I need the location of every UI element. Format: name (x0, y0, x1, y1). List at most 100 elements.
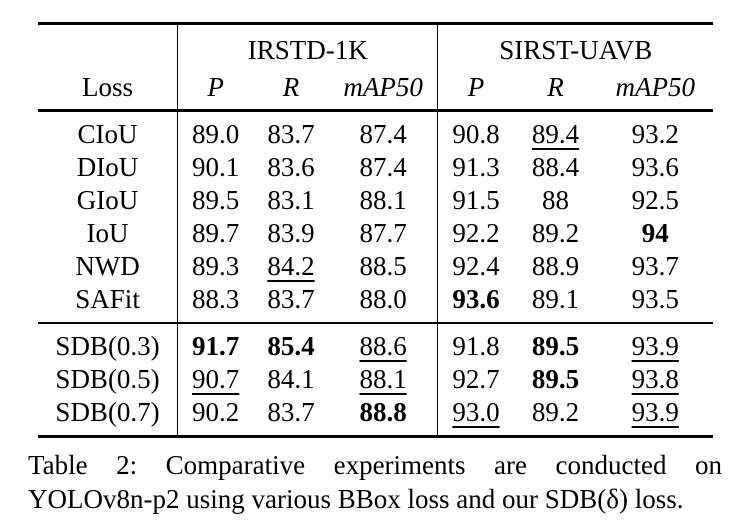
value-text: 93.7 (631, 251, 679, 281)
table-row: DIoU 90.1 83.6 87.4 91.3 88.4 93.6 (38, 151, 713, 184)
value-cell: 93.9 (597, 396, 713, 438)
value-text: 93.2 (631, 119, 679, 149)
loss-name-cell: DIoU (76, 152, 139, 182)
value-text: 90.8 (452, 119, 500, 149)
value-cell: 87.4 (328, 109, 438, 151)
value-text: 89.2 (531, 218, 580, 248)
value-text: 88.8 (359, 397, 407, 427)
value-text: 88 (542, 185, 569, 215)
value-text: 89.5 (192, 185, 240, 215)
value-cell: 88.8 (328, 396, 438, 438)
value-cell: 83.9 (253, 217, 329, 250)
value-cell: 89.2 (514, 217, 598, 250)
value-cell: 89.5 (514, 363, 598, 396)
caption-line-2: YOLOv8n-p2 using various BBox loss and o… (28, 484, 684, 514)
value-cell: 88.6 (328, 322, 438, 363)
table-row: SDB(0.5) 90.7 84.1 88.1 92.7 89.5 93.8 (38, 363, 713, 396)
loss-name-cell: SDB(0.3) (38, 322, 178, 363)
table-caption: Table 2: Comparative experiments are con… (28, 448, 722, 516)
value-cell: 84.2 (253, 250, 329, 283)
value-cell: 88.9 (514, 250, 598, 283)
value-text: 83.7 (267, 119, 315, 149)
loss-name-cell: CIoU (38, 109, 178, 151)
value-text: 88.6 (359, 331, 407, 361)
value-cell: 89.5 (513, 322, 598, 363)
value-cell: 90.7 (177, 363, 254, 396)
value-text: 93.9 (631, 397, 679, 427)
value-cell: 88.0 (329, 283, 438, 323)
value-cell: 88.5 (329, 250, 438, 283)
value-cell: 83.7 (253, 109, 329, 151)
table-body: CIoU 89.0 83.7 87.4 90.8 89.4 93.2 DIoU 90.1 83.6… (38, 109, 713, 438)
value-text: 93.9 (631, 331, 679, 361)
value-text: 83.7 (267, 397, 315, 427)
value-text: 85.4 (267, 331, 315, 361)
value-cell: 93.9 (597, 322, 713, 363)
value-cell: 90.8 (437, 109, 514, 151)
value-cell: 83.1 (253, 184, 329, 217)
value-text: 91.7 (192, 331, 240, 361)
value-text: 93.6 (631, 152, 679, 182)
value-cell: 88.3 (177, 283, 254, 323)
value-cell: 83.7 (253, 283, 329, 323)
value-cell: 93.6 (437, 283, 514, 323)
loss-name-cell: IoU (86, 218, 129, 248)
value-cell: 94 (597, 217, 713, 250)
value-text: 93.5 (631, 284, 679, 314)
column-header-r: R (282, 71, 300, 102)
value-text: 89.3 (192, 251, 240, 281)
value-text: 90.7 (192, 364, 240, 394)
value-text: 89.5 (531, 331, 580, 361)
value-cell: 91.8 (437, 322, 514, 363)
column-header-loss: Loss (82, 71, 134, 102)
value-text: 92.4 (452, 251, 500, 281)
value-text: 87.7 (359, 218, 407, 248)
caption-line-1: Table 2: Comparative experiments are con… (28, 450, 722, 480)
value-text: 89.7 (192, 218, 240, 248)
value-cell: 91.5 (437, 184, 514, 217)
value-cell: 93.8 (597, 363, 713, 396)
value-cell: 92.4 (437, 250, 514, 283)
value-text: 92.2 (452, 218, 500, 248)
loss-name-cell: SAFit (75, 284, 140, 314)
value-text: 93.6 (452, 284, 500, 314)
value-cell: 88.4 (514, 151, 598, 184)
value-cell: 93.2 (597, 109, 713, 151)
value-cell: 92.5 (597, 184, 713, 217)
value-text: 83.7 (267, 284, 315, 314)
value-text: 91.5 (452, 185, 500, 215)
value-cell: 90.2 (177, 396, 254, 438)
value-cell: 88.1 (329, 363, 438, 396)
value-text: 89.2 (531, 397, 580, 427)
value-cell: 87.7 (329, 217, 438, 250)
group-header-row: IRSTD-1K SIRST-UAVB (38, 22, 713, 69)
value-cell: 93.6 (597, 151, 713, 184)
table-row: SAFit 88.3 83.7 88.0 93.6 89.1 93.5 (38, 283, 713, 323)
table-row: SDB(0.7) 90.2 83.7 88.8 93.0 89.2 93.9 (38, 396, 713, 438)
value-cell: 91.3 (437, 151, 514, 184)
value-text: 89.4 (531, 119, 580, 149)
value-cell: 93.7 (597, 250, 713, 283)
value-cell: 90.1 (177, 151, 254, 184)
value-text: 88.1 (359, 185, 407, 215)
table-row: CIoU 89.0 83.7 87.4 90.8 89.4 93.2 (38, 109, 713, 151)
value-text: 93.0 (452, 397, 500, 427)
value-cell: 84.1 (253, 363, 329, 396)
column-header-r: R (547, 71, 564, 102)
value-text: 90.2 (192, 397, 240, 427)
value-cell: 87.4 (329, 151, 438, 184)
value-cell: 93.5 (597, 283, 713, 323)
value-text: 88.4 (531, 152, 580, 182)
table-row: IoU 89.7 83.9 87.7 92.2 89.2 94 (38, 217, 713, 250)
value-cell: 92.2 (437, 217, 514, 250)
value-cell: 83.6 (253, 151, 329, 184)
value-text: 88.3 (192, 284, 240, 314)
column-header-map50: mAP50 (615, 71, 695, 102)
value-cell: 92.7 (437, 363, 514, 396)
value-cell: 89.2 (513, 396, 598, 438)
value-cell: 89.4 (513, 109, 598, 151)
table-row: GIoU 89.5 83.1 88.1 91.5 88 92.5 (38, 184, 713, 217)
value-text: 87.4 (359, 119, 407, 149)
value-text: 92.7 (452, 364, 500, 394)
